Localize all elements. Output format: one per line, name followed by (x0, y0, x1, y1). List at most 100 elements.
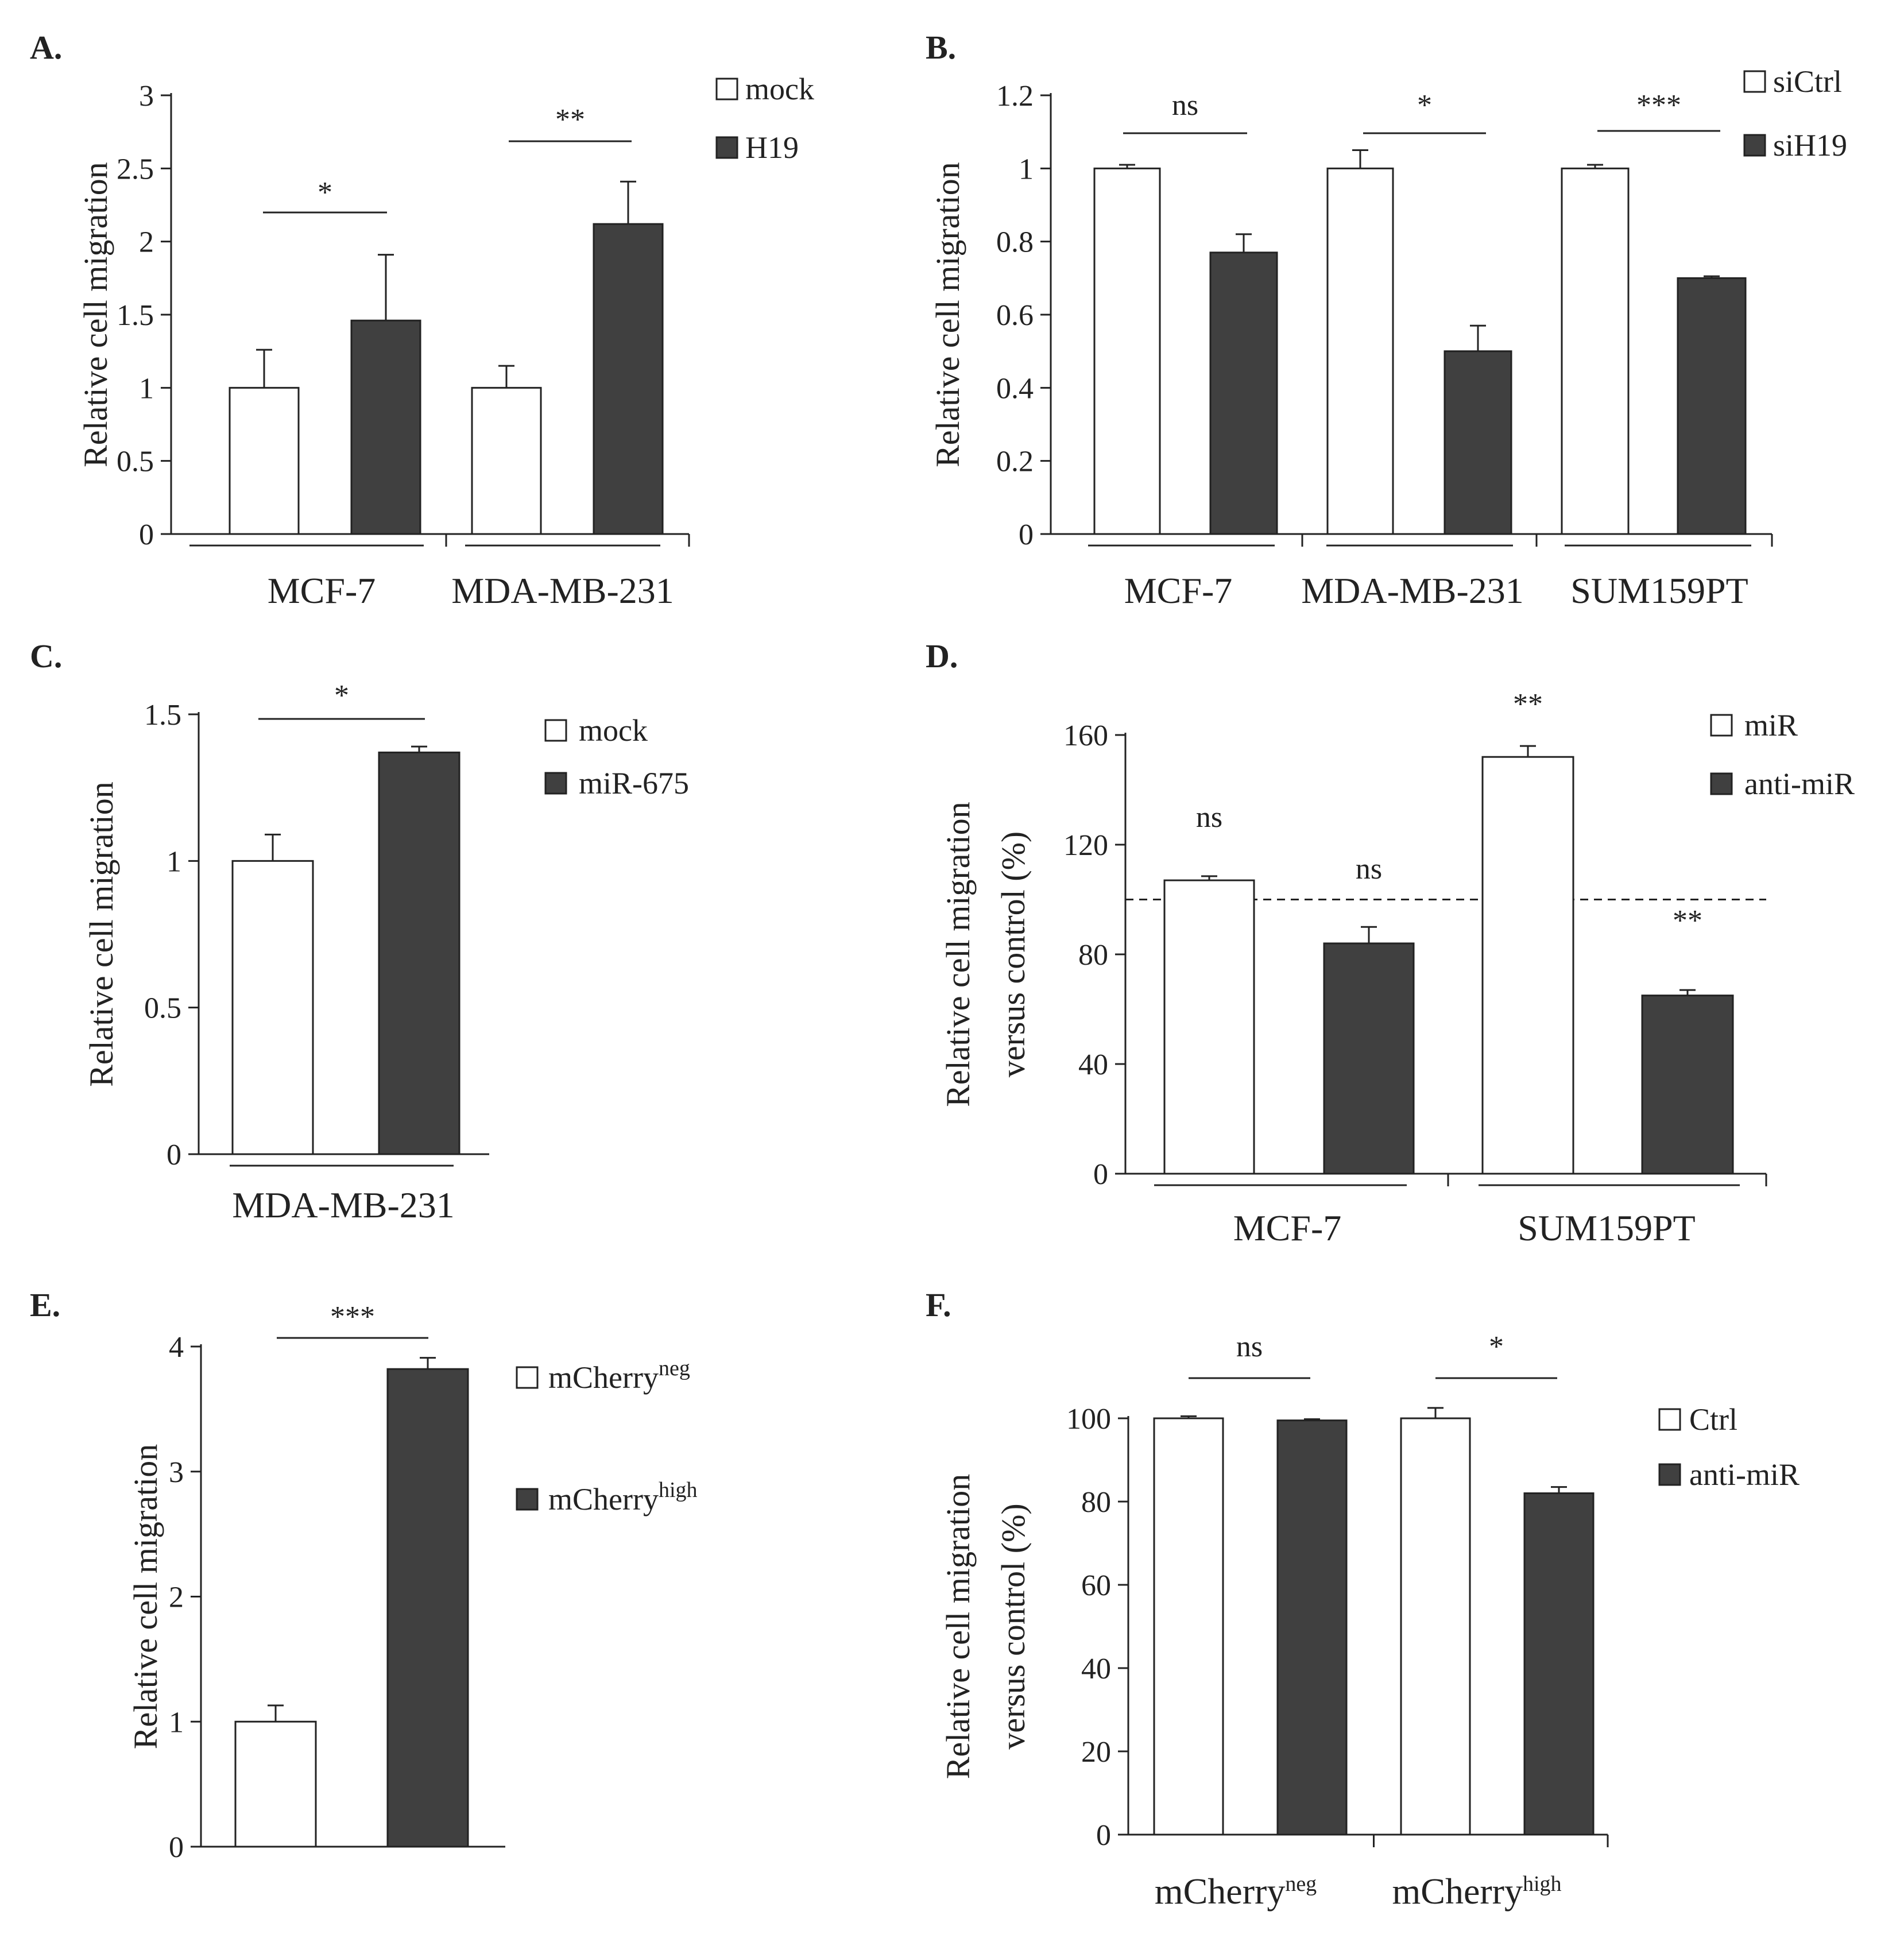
y-tick-label: 80 (1081, 1486, 1111, 1519)
legend-swatch (1743, 134, 1766, 157)
bar (378, 751, 460, 1155)
legend-label-base: mCherry (548, 1482, 659, 1517)
bar (1523, 1492, 1595, 1836)
bar (1326, 167, 1394, 535)
y-tick-label: 0.8 (996, 226, 1034, 259)
y-tick-label: 0 (1093, 1158, 1108, 1191)
legend-label: anti-miR (1744, 767, 1855, 801)
y-axis-label: Relative cell migration (77, 162, 114, 467)
y-tick-label: 1 (139, 372, 154, 405)
y-axis-label: Relative cell migration (939, 1474, 977, 1779)
x-category-label: MCF-7 (1124, 570, 1233, 611)
legend-swatch (1743, 70, 1766, 93)
y-axis-label: Relative cell migration (127, 1444, 164, 1750)
bar (1641, 995, 1734, 1175)
y-tick-label: 80 (1078, 939, 1108, 972)
bar (1400, 1417, 1471, 1836)
bar (350, 319, 421, 535)
y-tick-label: 4 (169, 1331, 184, 1364)
y-tick-label: 0.6 (996, 299, 1034, 332)
panel-label: B. (926, 29, 956, 66)
x-category-label: MDA-MB-231 (451, 570, 674, 611)
bar (1561, 167, 1630, 535)
significance-label: ** (1513, 688, 1543, 721)
legend-label: mCherryneg (548, 1356, 690, 1395)
x-category-label: MCF-7 (268, 570, 376, 611)
legend-label: anti-miR (1689, 1457, 1799, 1492)
significance-label: ** (555, 103, 585, 136)
y-tick-label: 160 (1063, 719, 1108, 752)
bar (1163, 879, 1255, 1175)
significance-label: ns (1172, 89, 1198, 122)
legend-swatch (1658, 1463, 1681, 1486)
x-category-label-superscript: high (1523, 1872, 1562, 1896)
y-tick-label: 100 (1066, 1403, 1111, 1436)
legend-swatch (1710, 714, 1733, 737)
y-axis-label: versus control (%) (994, 831, 1032, 1077)
x-category-label: mCherryhigh (1392, 1871, 1561, 1912)
bar (1093, 167, 1161, 535)
significance-label: * (334, 679, 349, 712)
legend-label: H19 (745, 130, 799, 165)
panel-label: F. (926, 1286, 951, 1324)
legend-swatch (1658, 1408, 1681, 1431)
x-category-label-superscript: neg (1285, 1872, 1317, 1896)
bar (593, 223, 664, 535)
panel-d: D. 0 40 80 120 160 Relative cell migration vers… (926, 637, 1855, 1248)
y-tick-label: 1.2 (996, 80, 1034, 113)
bar (229, 386, 300, 535)
legend-label-base: mCherry (548, 1360, 659, 1395)
y-tick-label: 0 (139, 519, 154, 551)
y-axis-label: Relative cell migration (83, 782, 120, 1087)
significance-label: *** (330, 1301, 375, 1333)
y-tick-label: 3 (169, 1456, 184, 1489)
y-tick-label: 120 (1063, 829, 1108, 862)
x-category-label: mCherryneg (1155, 1871, 1317, 1912)
y-tick-label: 1 (169, 1706, 184, 1739)
bar (386, 1368, 469, 1848)
legend-label: miR (1744, 708, 1798, 742)
significance-label: * (1489, 1330, 1504, 1363)
x-category-label-base: mCherry (1392, 1871, 1523, 1912)
y-axis-label: Relative cell migration (939, 802, 977, 1107)
significance-label: * (1417, 89, 1432, 122)
panel-f: F. 0 20 40 60 80 100 Relative cell migration ver… (926, 1286, 1799, 1912)
y-tick-label: 0 (1019, 519, 1034, 551)
legend-label: mCherryhigh (548, 1478, 698, 1517)
panel-c: C. 0 0.5 1 1.5 Relative cell migration MDA-MB-… (30, 637, 689, 1225)
bar (231, 860, 314, 1155)
legend-label-superscript: neg (659, 1356, 690, 1380)
y-tick-label: 0 (169, 1831, 184, 1864)
bar (1209, 252, 1278, 535)
y-tick-label: 1.5 (117, 299, 154, 332)
y-tick-label: 0.5 (144, 992, 181, 1025)
y-tick-label: 0 (167, 1139, 181, 1171)
y-tick-label: 60 (1081, 1569, 1111, 1602)
y-tick-label: 0.2 (996, 446, 1034, 478)
panel-a: A. 0 0.5 1 1.5 2 2.5 3 Relative cell migration MC… (30, 29, 814, 611)
bar (1677, 277, 1747, 535)
y-axis-label: Relative cell migration (929, 162, 966, 467)
legend-label: mock (579, 713, 648, 748)
panel-label: C. (30, 637, 62, 675)
bar (1153, 1417, 1224, 1836)
y-tick-label: 1 (1019, 153, 1034, 185)
panel-label: E. (30, 1286, 60, 1324)
significance-label: ** (1673, 904, 1702, 937)
bar (1323, 942, 1415, 1175)
legend-label: Ctrl (1689, 1402, 1737, 1437)
y-tick-label: 2.5 (117, 153, 154, 185)
y-tick-label: 0.4 (996, 372, 1034, 405)
legend-swatch (516, 1488, 539, 1511)
legend-label-superscript: high (659, 1478, 698, 1502)
significance-label: ns (1196, 801, 1222, 834)
y-tick-label: 2 (169, 1581, 184, 1614)
significance-label: * (318, 176, 332, 209)
legend-swatch (544, 772, 567, 795)
legend-label: miR-675 (579, 766, 689, 800)
y-tick-label: 2 (139, 226, 154, 259)
y-tick-label: 40 (1078, 1049, 1108, 1081)
bar (234, 1720, 317, 1848)
y-tick-label: 1.5 (144, 699, 181, 732)
